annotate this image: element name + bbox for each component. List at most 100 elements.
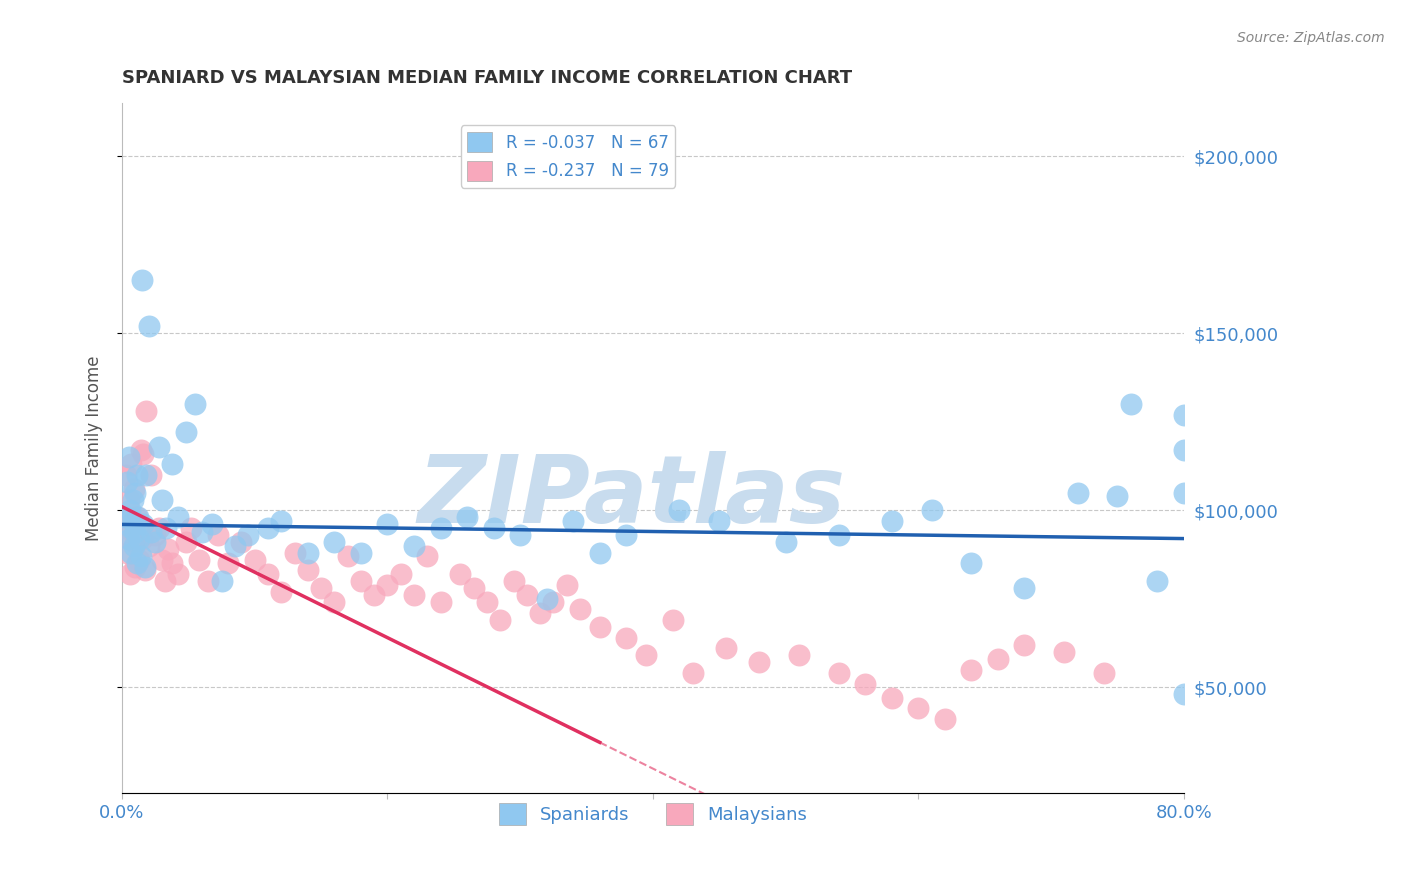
Point (201, 517, 224, 532)
Point (138, 319, 160, 334)
Point (1173, 485, 1195, 500)
Point (115, 510, 138, 524)
Point (350, 574, 373, 588)
Point (155, 521, 177, 535)
Text: Source: ZipAtlas.com: Source: ZipAtlas.com (1237, 31, 1385, 45)
Point (775, 535, 797, 549)
Point (157, 542, 180, 557)
Point (568, 602, 591, 616)
Point (1053, 645, 1076, 659)
Point (143, 528, 166, 542)
Point (429, 521, 451, 535)
Point (120, 546, 142, 560)
Point (166, 566, 188, 581)
Point (350, 546, 373, 560)
Point (166, 510, 188, 524)
Point (122, 482, 145, 496)
Legend: Spaniards, Malaysians: Spaniards, Malaysians (491, 797, 814, 832)
Point (536, 591, 558, 606)
Point (614, 528, 637, 542)
Point (257, 521, 280, 535)
Point (174, 535, 197, 549)
Point (118, 566, 141, 581)
Point (124, 560, 146, 574)
Point (120, 457, 142, 471)
Point (132, 517, 155, 532)
Point (131, 273, 153, 287)
Point (134, 563, 156, 577)
Point (270, 584, 292, 599)
Point (128, 532, 150, 546)
Point (118, 532, 141, 546)
Point (150, 492, 173, 507)
Point (429, 595, 451, 609)
Point (1014, 638, 1036, 652)
Point (117, 510, 139, 524)
Point (125, 510, 148, 524)
Point (1066, 485, 1088, 500)
Point (636, 648, 658, 663)
Point (402, 539, 425, 553)
Point (589, 546, 612, 560)
Point (143, 535, 166, 549)
Point (562, 514, 585, 528)
Point (516, 588, 538, 602)
Point (121, 514, 143, 528)
Point (124, 524, 146, 539)
Point (661, 613, 683, 627)
Point (188, 553, 211, 567)
Point (323, 595, 346, 609)
Point (309, 581, 332, 595)
Point (416, 549, 439, 564)
Point (489, 613, 512, 627)
Point (1092, 666, 1115, 681)
Point (1119, 397, 1142, 411)
Point (463, 581, 485, 595)
Point (482, 521, 505, 535)
Point (124, 485, 146, 500)
Point (120, 521, 142, 535)
Point (125, 557, 148, 571)
Point (907, 701, 929, 715)
Point (502, 574, 524, 588)
Point (714, 641, 737, 656)
Point (174, 425, 197, 440)
Point (449, 566, 471, 581)
Point (1173, 408, 1195, 422)
Point (118, 532, 141, 546)
Point (118, 450, 141, 465)
Point (197, 574, 219, 588)
Point (184, 397, 207, 411)
Point (456, 510, 478, 524)
Point (960, 557, 983, 571)
Point (682, 666, 704, 681)
Point (827, 528, 849, 542)
Text: SPANIARD VS MALAYSIAN MEDIAN FAMILY INCOME CORRELATION CHART: SPANIARD VS MALAYSIAN MEDIAN FAMILY INCO… (122, 69, 852, 87)
Point (117, 475, 139, 489)
Point (748, 656, 770, 670)
Point (1173, 443, 1195, 458)
Point (270, 514, 292, 528)
Point (363, 588, 385, 602)
Point (853, 676, 876, 690)
Point (128, 553, 150, 567)
Point (207, 528, 229, 542)
Point (162, 557, 184, 571)
Point (117, 546, 139, 560)
Point (224, 539, 246, 553)
Point (1014, 581, 1036, 595)
Point (148, 521, 170, 535)
Text: ZIPatlas: ZIPatlas (418, 450, 845, 542)
Point (148, 440, 170, 454)
Point (121, 492, 143, 507)
Point (555, 577, 578, 591)
Point (377, 517, 399, 532)
Point (141, 524, 163, 539)
Point (1173, 687, 1195, 701)
Point (1146, 574, 1168, 588)
Point (921, 503, 943, 517)
Point (217, 557, 239, 571)
Point (180, 521, 202, 535)
Point (509, 528, 531, 542)
Point (589, 620, 612, 634)
